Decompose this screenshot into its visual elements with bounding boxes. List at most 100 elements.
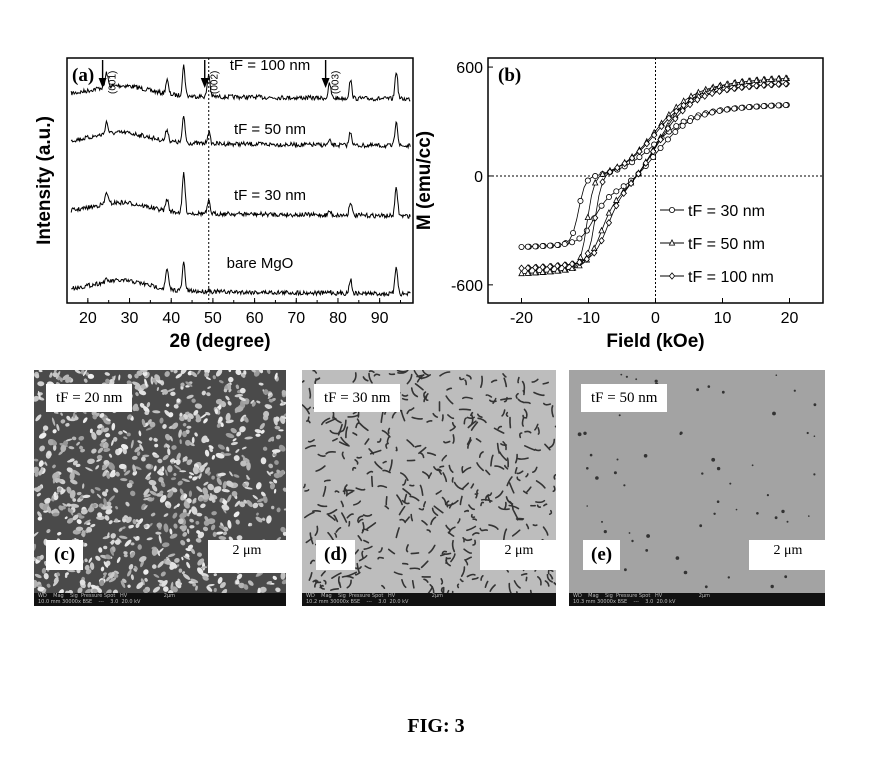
mh-x-tick-label: 20 (781, 310, 799, 327)
sem-grain (90, 523, 96, 528)
sem-domain (457, 518, 461, 524)
sem-grain (203, 519, 210, 526)
sem-domain (358, 554, 368, 562)
sem-grain (84, 558, 88, 563)
sem-domain (448, 526, 456, 534)
sem-domain (492, 397, 497, 404)
xrd-x-tick-label: 90 (371, 310, 389, 327)
sem-grain (60, 444, 67, 453)
mh-marker (539, 263, 546, 271)
sem-grain (142, 588, 149, 594)
sem-grain (123, 436, 128, 440)
sem-grain (189, 472, 195, 476)
sem-grain (184, 439, 191, 446)
sem-grain (226, 446, 230, 452)
sem-grain (192, 582, 197, 587)
sem-grain (47, 451, 52, 457)
sem-grain (180, 370, 188, 375)
sem-domain (340, 436, 349, 446)
sem-grain (179, 512, 188, 519)
sem-grain (234, 406, 244, 413)
sem-domain (448, 502, 454, 509)
sem-domain (505, 411, 509, 417)
sem-grain (47, 439, 54, 446)
sem-dot (713, 512, 716, 515)
sem-grain (262, 495, 268, 504)
mh-x-tick-label: 10 (714, 310, 732, 327)
sem-grain (103, 427, 110, 433)
sem-grain (236, 431, 242, 437)
sem-grain (169, 533, 178, 539)
sem-grain (262, 517, 266, 521)
sem-grain (109, 548, 114, 556)
sem-grain (203, 418, 208, 424)
sem-domain (423, 393, 429, 403)
sem-dot (683, 570, 688, 575)
sem-grain (146, 475, 151, 481)
sem-domain (534, 423, 539, 431)
sem-grain (196, 530, 201, 535)
sem-domain (384, 505, 390, 510)
sem-domain (357, 535, 363, 542)
sem-domain (534, 448, 541, 452)
sem-grain (282, 412, 286, 418)
sem-grain (106, 501, 112, 506)
sem-domain (366, 470, 374, 475)
mh-marker (672, 115, 679, 123)
sem-grain (142, 371, 148, 377)
sem-domain (471, 576, 479, 581)
sem-domain (361, 550, 364, 559)
sem-domain (323, 479, 331, 483)
sem-grain (266, 580, 273, 585)
sem-grain (217, 444, 225, 450)
sem-domain (385, 442, 389, 449)
sem-domain (314, 525, 319, 537)
sem-grain (78, 435, 85, 441)
mh-x-tick-label: -20 (510, 310, 533, 327)
sem-grain (82, 483, 85, 489)
sem-grain (39, 445, 45, 452)
sem-grain (280, 571, 286, 580)
sem-domain (397, 370, 409, 374)
sem-grain (191, 398, 196, 403)
sem-grain (270, 505, 275, 510)
sem-dot (583, 431, 587, 435)
sem-grain (173, 505, 178, 509)
mh-marker (614, 164, 621, 172)
sem-domain (345, 426, 349, 439)
sem-grain (112, 437, 118, 442)
sem-grain (47, 506, 52, 514)
sem-grain (39, 554, 44, 560)
sem-domain (517, 457, 529, 460)
sem-domain (506, 457, 509, 468)
sem-domain (312, 510, 322, 513)
sem-grain (153, 465, 157, 472)
sem-domain (537, 427, 540, 435)
sem-dot (595, 476, 599, 480)
sem-grain (268, 436, 275, 442)
sem-grain (105, 488, 109, 493)
sem-grain (66, 467, 74, 473)
sem-domain (498, 506, 510, 511)
mh-marker (583, 227, 590, 234)
sem-grain (197, 552, 202, 557)
sem-grain (105, 418, 111, 422)
sem-grain (192, 466, 199, 475)
sem-grain (87, 373, 95, 379)
mh-marker (643, 139, 650, 148)
sem-domain (470, 513, 476, 519)
sem-domain (485, 469, 491, 476)
scale-bar-c: 2 μm (208, 540, 286, 573)
sem-domain (535, 499, 546, 504)
sem-grain (256, 400, 261, 404)
mh-marker (554, 262, 561, 270)
sem-dot (628, 532, 631, 534)
sem-domain (371, 475, 374, 488)
sem-grain (274, 416, 280, 422)
sem-domain (553, 582, 556, 586)
mh-marker (694, 114, 701, 121)
sem-domain (478, 451, 484, 458)
sem-domain (458, 408, 472, 411)
sem-domain (364, 565, 372, 570)
sem-domain (440, 553, 446, 557)
